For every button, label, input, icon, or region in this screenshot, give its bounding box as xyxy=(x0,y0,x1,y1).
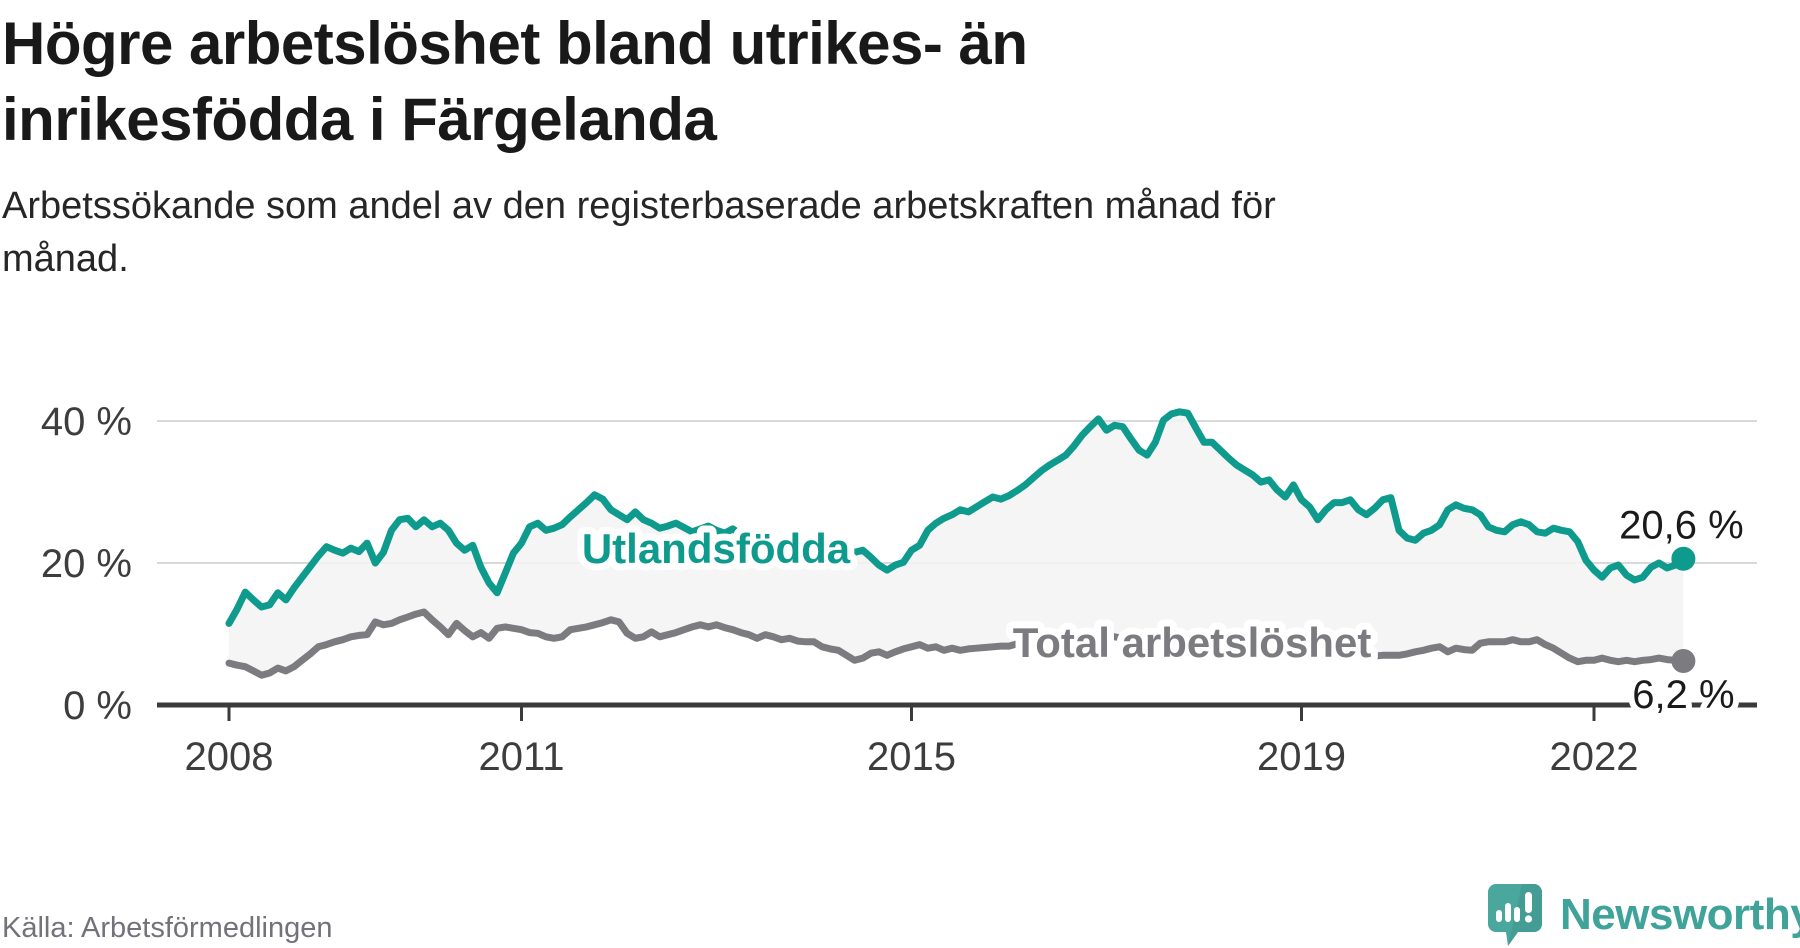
logo-bar-chart-glyph xyxy=(1496,892,1533,923)
series-label-total: Total arbetslöshet xyxy=(1013,619,1372,666)
title-line-1: Högre arbetslöshet bland utrikes- än xyxy=(2,10,1028,77)
end-dot-total xyxy=(1671,648,1696,673)
y-tick-label-40: 40 % xyxy=(41,400,132,444)
page-title: Högre arbetslöshet bland utrikes- än inr… xyxy=(2,6,1028,158)
end-value-label-utlandsfodda: 20,6 % xyxy=(1619,504,1744,548)
x-tick-label-2022: 2022 xyxy=(1550,735,1639,779)
series-label-utlandsfodda: Utlandsfödda xyxy=(582,525,851,572)
x-tick-label-2019: 2019 xyxy=(1257,735,1346,779)
subtitle-line-1: Arbetssökande som andel av den registerb… xyxy=(2,185,1276,227)
y-tick-label-20: 20 % xyxy=(41,542,132,586)
newsworthy-logo-icon xyxy=(1488,884,1542,946)
newsworthy-logo: Newsworthy xyxy=(1488,884,1800,948)
page-subtitle: Arbetssökande som andel av den registerb… xyxy=(2,180,1276,286)
newsworthy-logo-text: Newsworthy xyxy=(1560,890,1800,939)
x-tick-label-2015: 2015 xyxy=(867,735,956,779)
x-tick-label-2008: 2008 xyxy=(185,735,274,779)
gap-area-fill xyxy=(229,411,1684,676)
series-line-utlandsfodda xyxy=(225,408,1687,627)
subtitle-line-2: månad. xyxy=(2,238,129,280)
series-line-total xyxy=(225,608,1687,679)
end-value-label-total: 6,2 % xyxy=(1632,673,1734,717)
end-dot-utlandsfodda xyxy=(1671,546,1696,571)
source-note: Källa: Arbetsförmedlingen xyxy=(2,912,333,944)
x-tick-label-2011: 2011 xyxy=(478,735,564,779)
y-tick-label-0: 0 % xyxy=(63,684,132,728)
title-line-2: inrikesfödda i Färgelanda xyxy=(2,86,717,153)
